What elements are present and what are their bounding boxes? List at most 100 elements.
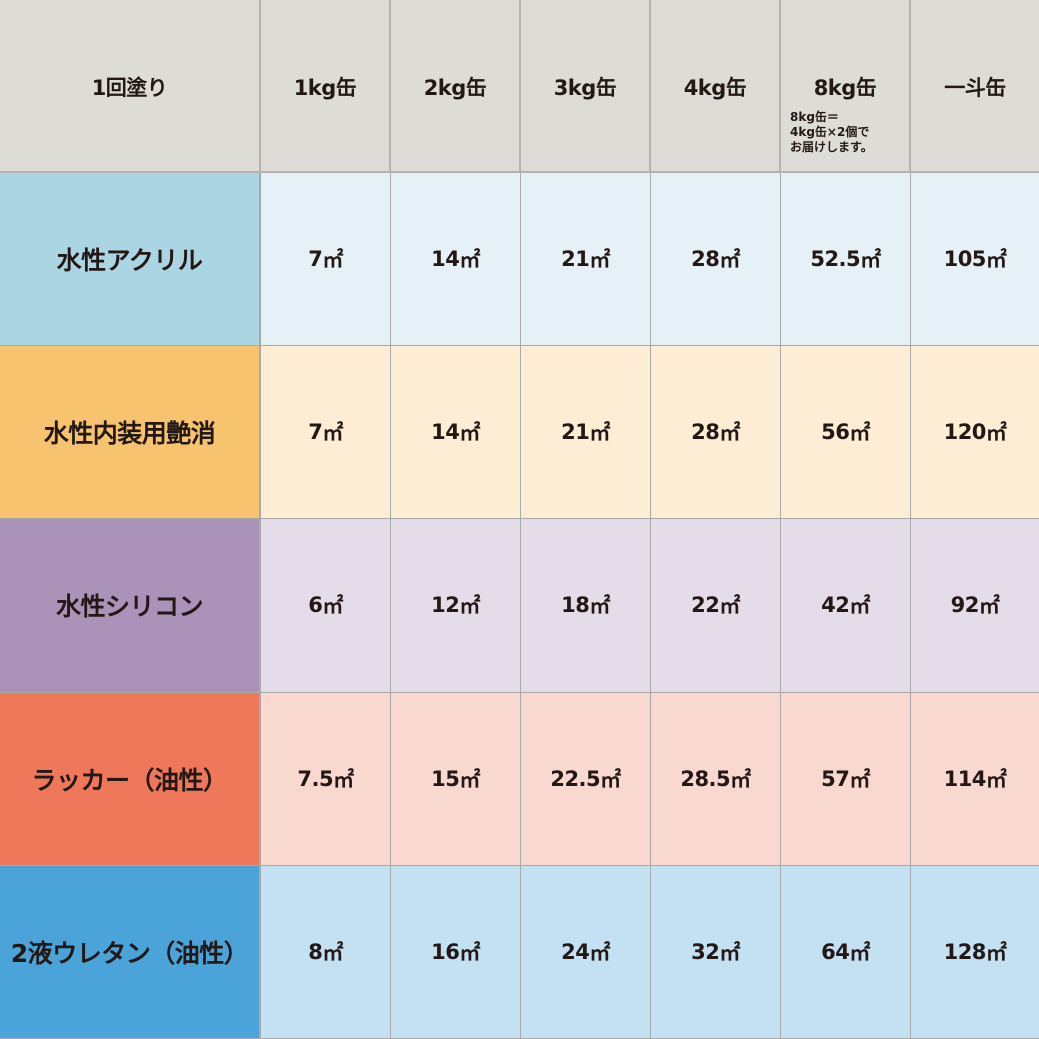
coverage-cell: 28.5 ㎡ [651,692,781,866]
row-label: 水性シリコン [0,519,261,693]
coverage-cell: 16 ㎡ [391,865,521,1039]
coverage-cell: 21 ㎡ [521,173,651,347]
coverage-value: 22.5 [550,766,601,791]
header-itto: 一斗缶 [911,0,1039,173]
row-label: ラッカー（油性） [0,692,261,866]
row-label: 水性アクリル [0,173,261,347]
coverage-cell: 7 ㎡ [261,346,391,520]
coverage-cell: 12 ㎡ [391,519,521,693]
unit-label: ㎡ [322,594,343,619]
coverage-cell: 8 ㎡ [261,865,391,1039]
unit-label: ㎡ [459,248,480,273]
coverage-cell: 32 ㎡ [651,865,781,1039]
coverage-value: 7 [308,420,323,445]
coverage-cell: 21 ㎡ [521,346,651,520]
coverage-cell: 28 ㎡ [651,173,781,347]
coverage-value: 52.5 [810,247,861,272]
coverage-cell: 18 ㎡ [521,519,651,693]
coverage-cell: 28 ㎡ [651,346,781,520]
unit-label: ㎡ [985,767,1007,792]
coverage-cell: 7 ㎡ [261,173,391,347]
header-1kg: 1kg缶 [261,0,391,173]
coverage-value: 42 [821,593,850,618]
row-label: 2液ウレタン（油性） [0,865,261,1039]
unit-label: ㎡ [985,940,1007,965]
unit-label: ㎡ [730,767,751,792]
coverage-value: 64 [821,939,850,964]
unit-label: ㎡ [589,594,610,619]
coverage-value: 28 [691,420,720,445]
coverage-cell: 22 ㎡ [651,519,781,693]
coverage-value: 12 [431,593,460,618]
column-label: 3kg缶 [553,76,617,100]
unit-label: ㎡ [600,767,621,792]
coverage-cell: 64 ㎡ [781,865,911,1039]
corner-label: 1回塗り [91,76,168,100]
column-label: 1kg缶 [293,76,357,100]
unit-label: ㎡ [459,594,480,619]
coverage-value: 57 [821,766,850,791]
coverage-value: 120 [943,420,987,445]
coverage-cell: 42 ㎡ [781,519,911,693]
coverage-value: 6 [308,593,323,618]
unit-label: ㎡ [459,940,480,965]
coverage-cell: 105 ㎡ [911,173,1039,347]
unit-label: ㎡ [985,421,1007,446]
coverage-value: 56 [821,420,850,445]
coverage-cell: 57 ㎡ [781,692,911,866]
coverage-value: 14 [431,420,460,445]
coverage-cell: 22.5 ㎡ [521,692,651,866]
coverage-cell: 56 ㎡ [781,346,911,520]
coverage-cell: 6 ㎡ [261,519,391,693]
header-8kg: 8kg缶 8kg缶＝ 4kg缶×2個で お届けします。 [781,0,911,173]
unit-label: ㎡ [322,940,343,965]
column-label: 2kg缶 [423,76,487,100]
unit-label: ㎡ [459,421,480,446]
coverage-value: 92 [950,593,980,618]
coverage-value: 7.5 [297,766,334,791]
8kg-note: 8kg缶＝ 4kg缶×2個で お届けします。 [790,110,873,154]
unit-label: ㎡ [322,421,343,446]
unit-label: ㎡ [322,248,343,273]
unit-label: ㎡ [849,940,870,965]
unit-label: ㎡ [589,421,610,446]
coverage-value: 14 [431,247,460,272]
unit-label: ㎡ [589,940,610,965]
column-label: 4kg缶 [683,76,747,100]
unit-label: ㎡ [849,767,870,792]
unit-label: ㎡ [849,421,870,446]
unit-label: ㎡ [860,248,881,273]
unit-label: ㎡ [459,767,480,792]
coverage-cell: 52.5 ㎡ [781,173,911,347]
coverage-value: 7 [308,247,323,272]
coverage-value: 22 [691,593,720,618]
coverage-value: 8 [308,939,323,964]
coverage-cell: 128 ㎡ [911,865,1039,1039]
unit-label: ㎡ [589,248,610,273]
unit-label: ㎡ [978,594,1000,619]
unit-label: ㎡ [719,594,740,619]
coverage-cell: 15 ㎡ [391,692,521,866]
coverage-cell: 120 ㎡ [911,346,1039,520]
coverage-cell: 92 ㎡ [911,519,1039,693]
coverage-cell: 7.5 ㎡ [261,692,391,866]
coverage-value: 24 [561,939,590,964]
coverage-value: 21 [561,420,590,445]
coverage-value: 128 [943,939,987,964]
unit-label: ㎡ [849,594,870,619]
coverage-cell: 14 ㎡ [391,173,521,347]
coverage-value: 114 [943,766,987,791]
coverage-value: 28 [691,247,720,272]
unit-label: ㎡ [985,248,1007,273]
unit-label: ㎡ [719,248,740,273]
header-4kg: 4kg缶 [651,0,781,173]
coverage-value: 21 [561,247,590,272]
coverage-value: 32 [691,939,720,964]
header-3kg: 3kg缶 [521,0,651,173]
column-label: 8kg缶 [813,76,877,100]
coverage-cell: 14 ㎡ [391,346,521,520]
coverage-value: 15 [431,766,460,791]
header-corner: 1回塗り [0,0,261,173]
coverage-value: 105 [943,247,987,272]
